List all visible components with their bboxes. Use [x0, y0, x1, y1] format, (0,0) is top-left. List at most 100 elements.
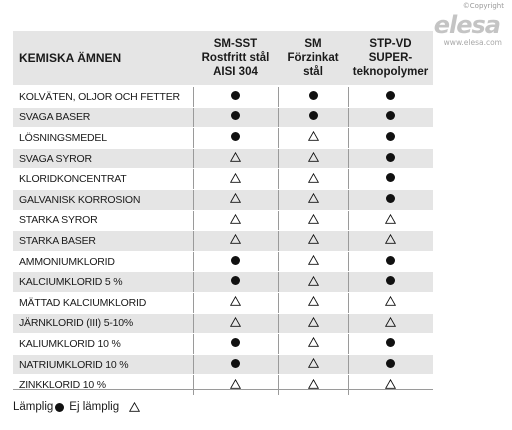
table-header-row: KEMISKA ÄMNEN SM-SST Rostfritt stål AISI… [13, 31, 433, 87]
outline-triangle-icon [307, 131, 319, 142]
chemical-name: SVAGA BASER [13, 107, 193, 129]
chemical-name: KOLVÄTEN, OLJOR OCH FETTER [13, 86, 193, 108]
rating-cell [192, 374, 278, 396]
table-row: SVAGA BASER [13, 107, 433, 129]
logo-url: www.elesa.com [443, 38, 502, 47]
filled-circle-icon [308, 111, 318, 121]
outline-triangle-icon [230, 193, 241, 204]
table-row: NATRIUMKLORID 10 % [13, 354, 433, 376]
outline-triangle-icon [307, 275, 319, 286]
legend-suitable-label: Lämplig [13, 401, 54, 413]
outline-triangle-icon [307, 213, 319, 224]
rating-cell [277, 251, 348, 273]
filled-circle-icon [386, 358, 396, 368]
filled-circle-icon [386, 90, 396, 100]
outline-triangle-icon [385, 316, 397, 327]
filled-circle-icon [308, 90, 318, 100]
chemical-name: AMMONIUMKLORID [13, 251, 193, 273]
filled-circle-icon [231, 358, 240, 368]
chemical-name: GALVANISK KORROSION [13, 189, 193, 211]
table-row: KALIUMKLORID 10 % [13, 333, 433, 355]
outline-triangle-icon [307, 234, 319, 245]
rating-cell [192, 313, 278, 335]
chemical-name: STARKA SYROR [13, 210, 193, 232]
elesa-logo: ©Copyright elesa www.elesa.com [433, 2, 504, 47]
outline-triangle-icon [385, 234, 397, 245]
rating-cell [347, 251, 433, 273]
rating-cell [347, 271, 433, 293]
outline-triangle-icon [230, 213, 241, 224]
rating-cell [277, 313, 348, 335]
rating-cell [277, 230, 348, 252]
rating-cell [347, 168, 433, 190]
outline-triangle-icon [385, 213, 397, 224]
outline-triangle-icon [230, 172, 241, 183]
outline-triangle-icon [230, 378, 241, 389]
rating-cell [347, 86, 433, 108]
filled-circle-icon [386, 337, 396, 347]
filled-circle-icon [386, 255, 396, 265]
header-stainless-steel: SM-SST Rostfritt stål AISI 304 [193, 31, 278, 87]
table-bottom-rule [13, 389, 433, 390]
rating-cell [192, 333, 278, 355]
outline-triangle-icon [129, 402, 141, 412]
outline-triangle-icon [385, 378, 397, 389]
chemical-name: ZINKKLORID 10 % [13, 374, 193, 396]
filled-circle-icon [231, 131, 240, 141]
rating-cell [347, 333, 433, 355]
rating-cell [347, 313, 433, 335]
rating-cell [192, 210, 278, 232]
outline-triangle-icon [307, 378, 319, 389]
outline-triangle-icon [307, 296, 319, 306]
filled-circle-icon [386, 276, 396, 286]
table-row: LÖSNINGSMEDEL [13, 127, 433, 149]
filled-circle-icon [231, 90, 240, 100]
table-row: JÄRNKLORID (III) 5-10% [13, 313, 433, 335]
rating-cell [277, 107, 348, 129]
chemical-name: KALCIUMKLORID 5 % [13, 271, 193, 293]
rating-cell [277, 127, 348, 149]
outline-triangle-icon [307, 172, 319, 183]
header-technopolymer: STP-VD SUPER- teknopolymer [348, 31, 433, 87]
chemical-name: KLORIDKONCENTRAT [13, 168, 193, 190]
header-chemicals: KEMISKA ÄMNEN [13, 31, 193, 87]
filled-circle-icon [386, 111, 396, 121]
chemical-name: SVAGA SYROR [13, 148, 193, 170]
table-row: AMMONIUMKLORID [13, 251, 433, 273]
filled-circle-icon [55, 402, 65, 412]
rating-cell [347, 354, 433, 376]
header-galvanized-steel: SM Förzinkat stål [278, 31, 348, 87]
chemical-name: STARKA BASER [13, 230, 193, 252]
chemical-name: MÄTTAD KALCIUMKLORID [13, 292, 193, 314]
outline-triangle-icon [307, 152, 319, 162]
rating-cell [347, 210, 433, 232]
chemical-name: LÖSNINGSMEDEL [13, 127, 193, 149]
outline-triangle-icon [307, 255, 319, 265]
chemical-name: KALIUMKLORID 10 % [13, 333, 193, 355]
filled-circle-icon [231, 255, 240, 265]
rating-cell [192, 127, 278, 149]
chemical-name: JÄRNKLORID (III) 5-10% [13, 313, 193, 335]
legend: Lämplig Ej lämplig [13, 401, 141, 413]
outline-triangle-icon [307, 316, 319, 327]
filled-circle-icon [386, 193, 396, 203]
outline-triangle-icon [230, 152, 241, 162]
rating-cell [277, 374, 348, 396]
table-body: KOLVÄTEN, OLJOR OCH FETTER SVAGA BASER LÖS… [13, 86, 433, 396]
rating-cell [277, 271, 348, 293]
table-row: SVAGA SYROR [13, 148, 433, 170]
outline-triangle-icon [230, 316, 241, 327]
rating-cell [192, 148, 278, 170]
filled-circle-icon [386, 173, 396, 183]
filled-circle-icon [231, 111, 240, 121]
chemical-resistance-table: KEMISKA ÄMNEN SM-SST Rostfritt stål AISI… [13, 31, 433, 396]
rating-cell [192, 107, 278, 129]
table-row: STARKA SYROR [13, 210, 433, 232]
logo-brand: elesa [433, 11, 501, 39]
logo-copyright: ©Copyright [462, 2, 504, 10]
rating-cell [347, 127, 433, 149]
outline-triangle-icon [385, 296, 397, 306]
rating-cell [277, 148, 348, 170]
rating-cell [277, 333, 348, 355]
filled-circle-icon [231, 337, 240, 347]
